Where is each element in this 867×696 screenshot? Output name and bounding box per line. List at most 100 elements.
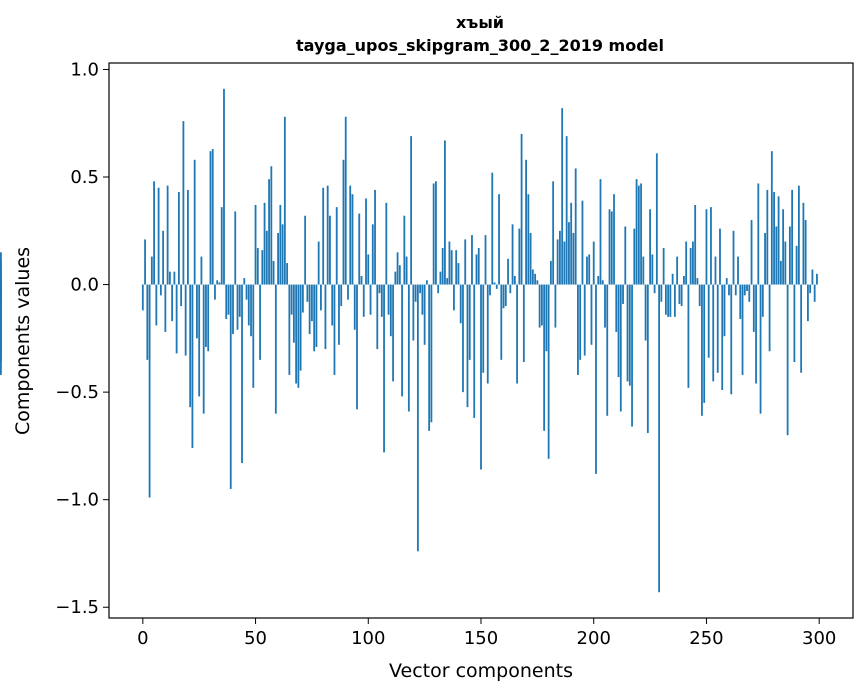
- bar-90: [344, 116, 347, 285]
- bar-51: [256, 248, 259, 285]
- bar-174: [534, 273, 537, 285]
- bar-212: [619, 284, 622, 412]
- bar-57: [270, 166, 273, 285]
- bar-288: [791, 189, 794, 285]
- bar-296: [809, 284, 812, 294]
- bar-11: [166, 185, 169, 285]
- bar-226: [651, 254, 654, 285]
- bar-154: [489, 284, 491, 296]
- x-axis-ticks: 0 50 100 150 200 250 300: [137, 618, 836, 649]
- bar-135: [446, 278, 449, 285]
- bar-155: [491, 172, 494, 285]
- bar-41: [234, 211, 237, 285]
- bar-141: [459, 284, 462, 324]
- bar-10: [164, 284, 167, 332]
- bar-89: [342, 159, 345, 285]
- bar-241: [685, 241, 688, 285]
- bar-145: [468, 284, 471, 360]
- bar-235: [671, 273, 674, 285]
- bar-176: [538, 284, 541, 328]
- bar-232: [664, 284, 667, 315]
- bar-23: [193, 159, 196, 285]
- bar-42: [236, 284, 239, 330]
- y-axis-ticks: 1.0 0.5 0.0 −0.5 −1.0 −1.5: [55, 59, 109, 618]
- bar-195: [581, 200, 584, 285]
- bar-119: [410, 136, 413, 285]
- bar-265: [739, 284, 742, 319]
- bar-28: [205, 284, 207, 347]
- bar-21: [189, 284, 192, 408]
- bar-134: [444, 140, 446, 285]
- x-tick-label: 0: [137, 628, 148, 649]
- x-axis-label: Vector components: [389, 660, 573, 682]
- bar-224: [646, 284, 649, 433]
- bar-1: [144, 239, 146, 285]
- bar-271: [752, 284, 755, 332]
- bar-153: [486, 284, 489, 384]
- bar-177: [540, 284, 543, 326]
- bar-111: [392, 284, 394, 382]
- bar-54: [263, 202, 266, 285]
- bar-216: [628, 284, 631, 386]
- bar-187: [563, 241, 566, 285]
- bar-40: [232, 284, 234, 335]
- bar-9: [162, 230, 165, 285]
- bar-220: [637, 185, 640, 285]
- bar-275: [761, 284, 764, 317]
- bar-106: [380, 284, 383, 317]
- bar-86: [335, 207, 338, 285]
- bar-188: [565, 136, 568, 285]
- bar-49: [252, 284, 255, 388]
- bar-112: [394, 271, 397, 285]
- bar-237: [676, 256, 679, 285]
- bar-286: [786, 284, 789, 436]
- bar-33: [216, 280, 219, 285]
- bar-211: [617, 284, 620, 378]
- bar-164: [511, 224, 514, 285]
- bar-29: [207, 284, 210, 352]
- bar-69: [297, 284, 300, 388]
- bar-192: [574, 168, 577, 285]
- bar-76: [313, 284, 316, 352]
- bar-124: [421, 284, 424, 315]
- bar-109: [387, 284, 390, 315]
- bar-105: [378, 284, 381, 294]
- bar-189: [568, 222, 570, 285]
- bar-50: [254, 204, 257, 285]
- bar-276: [764, 232, 766, 285]
- bar-245: [694, 204, 697, 285]
- bar-97: [360, 275, 363, 285]
- bar-247: [698, 284, 701, 307]
- bar-99: [365, 198, 367, 285]
- bar-290: [795, 245, 798, 285]
- bar-62: [281, 224, 284, 285]
- bar-283: [779, 260, 782, 285]
- bar-139: [455, 250, 458, 285]
- bar-4: [150, 256, 153, 285]
- bar-20: [187, 189, 189, 285]
- bar-169: [522, 284, 525, 363]
- bar-202: [597, 275, 600, 285]
- bar-136: [448, 241, 451, 285]
- bar-223: [644, 284, 647, 341]
- bar-66: [290, 284, 293, 315]
- bar-199: [590, 284, 593, 345]
- bar-150: [480, 284, 482, 470]
- bar-107: [383, 284, 385, 453]
- bar-231: [662, 248, 665, 285]
- bar-208: [610, 211, 613, 285]
- bar-203: [599, 179, 602, 285]
- bar-239: [680, 284, 683, 307]
- bar-157: [495, 284, 498, 289]
- bar-253: [712, 284, 715, 382]
- bar-79: [320, 284, 322, 311]
- bar-285: [784, 241, 787, 285]
- bar-126: [425, 280, 428, 285]
- bar-98: [362, 284, 365, 317]
- x-tick-label: 250: [689, 628, 723, 649]
- bar-206: [606, 284, 609, 416]
- bar-22: [191, 284, 194, 449]
- bar-274: [759, 284, 762, 414]
- bar-273: [757, 183, 760, 285]
- bar-167: [518, 228, 521, 285]
